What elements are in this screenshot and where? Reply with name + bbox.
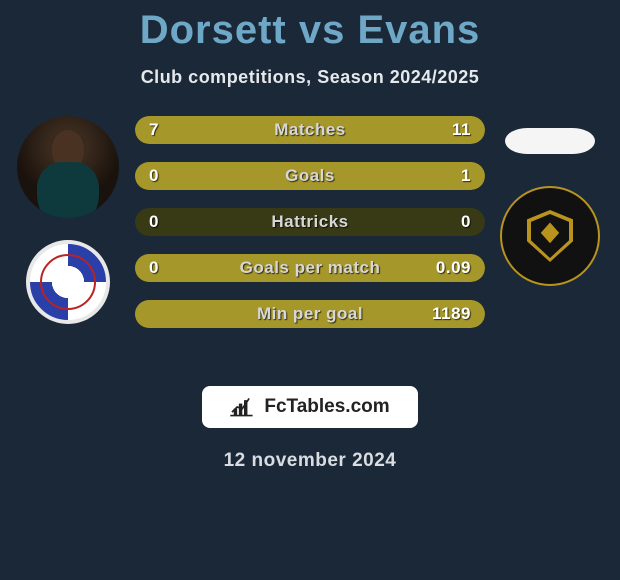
stat-row: Min per goal1189 xyxy=(135,300,485,328)
stat-row: 0Goals per match0.09 xyxy=(135,254,485,282)
page-title: Dorsett vs Evans xyxy=(0,0,620,53)
stat-label: Hattricks xyxy=(135,208,485,236)
chart-icon xyxy=(230,395,258,419)
player-right-photo xyxy=(505,128,595,154)
stat-right-value: 1 xyxy=(461,162,471,190)
stat-row: 0Goals1 xyxy=(135,162,485,190)
stat-label: Goals xyxy=(135,162,485,190)
stat-right-value: 1189 xyxy=(432,300,471,328)
date-text: 12 november 2024 xyxy=(0,450,620,472)
stat-row: 7Matches11 xyxy=(135,116,485,144)
subtitle: Club competitions, Season 2024/2025 xyxy=(0,67,620,88)
player-left-photo xyxy=(17,116,119,218)
shield-icon xyxy=(527,210,573,262)
club-right-crest xyxy=(500,186,600,286)
stat-bars: 7Matches110Goals10Hattricks00Goals per m… xyxy=(135,116,485,346)
stat-label: Matches xyxy=(135,116,485,144)
club-left-crest xyxy=(26,240,110,324)
player-left-column xyxy=(8,116,128,324)
stat-label: Goals per match xyxy=(135,254,485,282)
stat-right-value: 0.09 xyxy=(436,254,471,282)
stat-right-value: 0 xyxy=(461,208,471,236)
comparison-panel: 7Matches110Goals10Hattricks00Goals per m… xyxy=(0,116,620,376)
player-right-column xyxy=(490,104,610,286)
stat-right-value: 11 xyxy=(452,116,471,144)
brand-badge: FcTables.com xyxy=(202,386,418,428)
stat-row: 0Hattricks0 xyxy=(135,208,485,236)
brand-text: FcTables.com xyxy=(264,396,389,418)
